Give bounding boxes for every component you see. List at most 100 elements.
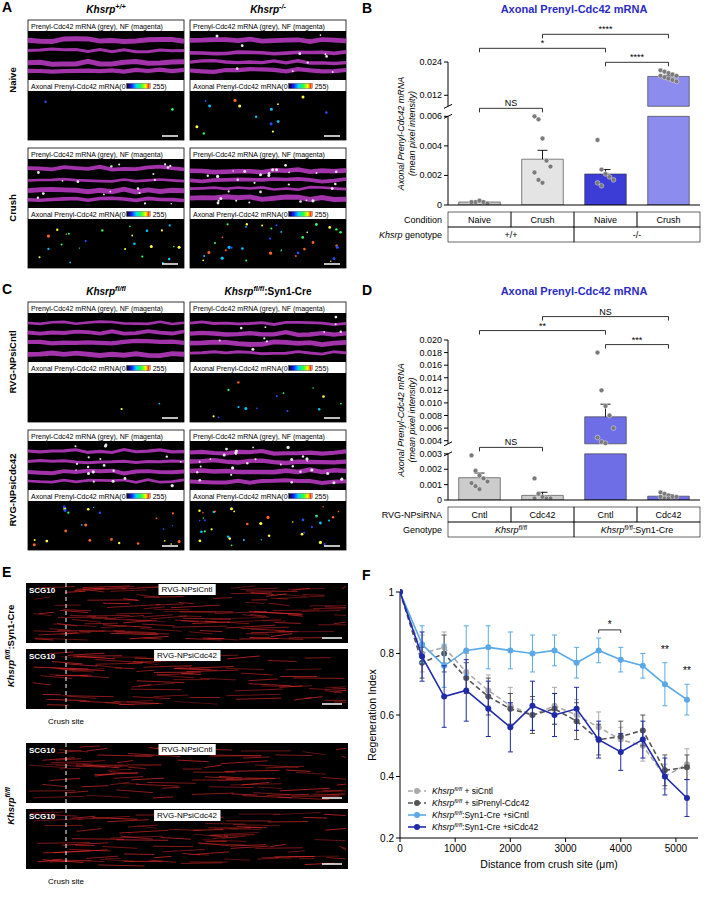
puncta — [200, 530, 203, 533]
puncta — [248, 202, 250, 204]
puncta — [290, 458, 293, 461]
axon — [142, 624, 174, 626]
panel-letter: D — [362, 282, 372, 298]
puncta — [246, 223, 248, 225]
axon — [51, 668, 75, 670]
scale-bar — [324, 417, 340, 419]
puncta — [336, 246, 339, 249]
bar-chart: DAxonal Prenyl-Cdc42 mRNA00.0010.0020.00… — [362, 282, 700, 537]
text-part: ** — [539, 321, 547, 331]
axon — [206, 841, 227, 842]
line-chart: F0.20.40.60.81010002000300040005000Regen… — [362, 567, 698, 870]
axes — [400, 592, 698, 838]
tick — [675, 838, 676, 842]
tick — [396, 653, 400, 654]
puncta — [109, 191, 111, 193]
error-bar — [508, 632, 513, 669]
legend-marker — [414, 800, 420, 806]
significance: * — [608, 619, 612, 630]
image-label: Axonal Prenyl-Cdc42 mRNA(0 — [193, 493, 288, 501]
axon — [291, 796, 339, 797]
image-label: 255) — [315, 83, 329, 91]
error-bar — [538, 150, 548, 159]
axon — [68, 653, 105, 655]
marker — [662, 774, 668, 780]
error-bar — [552, 635, 557, 666]
scale-bar — [324, 263, 340, 265]
marker — [640, 663, 646, 669]
axon — [213, 836, 246, 838]
axon — [277, 594, 307, 596]
puncta — [219, 340, 221, 342]
puncta — [292, 70, 294, 72]
puncta — [259, 522, 262, 525]
image-label: Prenyl-Cdc42 mRNA (grey), NF (magenta) — [193, 23, 325, 31]
tick-label: 0.002 — [419, 464, 442, 474]
puncta — [217, 202, 220, 205]
axon — [179, 602, 194, 603]
axon — [95, 774, 115, 776]
puncta — [88, 539, 91, 542]
axon — [288, 588, 325, 590]
label-ground — [154, 810, 220, 821]
scale-bar — [162, 545, 178, 547]
fiber — [190, 197, 346, 200]
label-ground — [159, 584, 216, 595]
error-bar — [530, 681, 535, 730]
data-point — [595, 138, 600, 143]
axon — [305, 657, 331, 659]
crush-line — [66, 809, 67, 869]
puncta — [92, 470, 95, 473]
axon — [262, 620, 286, 622]
column-head: Khsrp-/- — [250, 2, 286, 15]
data-point — [469, 453, 474, 458]
legend-label: Khsrpfl/fl + siCntl — [432, 785, 493, 796]
puncta — [303, 532, 305, 534]
text-part: 0.016 — [419, 360, 442, 370]
puncta — [161, 229, 163, 231]
puncta — [62, 180, 64, 182]
axon — [227, 656, 260, 659]
text-part: Axonal Prenyl-Cdc42 mRNA(0 — [193, 83, 288, 91]
puncta — [124, 248, 126, 250]
text-part: Prenyl-Cdc42 mRNA (grey), NF (magenta) — [193, 151, 325, 159]
scale-bar — [162, 263, 178, 265]
axon — [156, 604, 184, 605]
text-part: Khsrp — [432, 822, 454, 832]
error-bar — [486, 681, 491, 736]
text-part: Prenyl-Cdc42 mRNA (grey), NF (magenta) — [31, 305, 163, 313]
significance: **** — [630, 52, 645, 62]
puncta — [237, 406, 239, 408]
row-label: RVG-NPsiCdc42 — [157, 651, 217, 660]
puncta — [241, 44, 244, 47]
puncta — [110, 538, 113, 541]
significance: ** — [661, 644, 669, 655]
axon — [230, 784, 281, 785]
panel-letter: C — [2, 281, 12, 297]
category-label: Cdc42 — [655, 510, 681, 520]
axon — [245, 827, 262, 829]
puncta — [163, 528, 165, 530]
puncta — [307, 61, 309, 63]
puncta — [306, 199, 308, 201]
puncta — [39, 256, 41, 258]
puncta — [335, 323, 337, 325]
tick-label: 0.4 — [380, 771, 394, 782]
axon — [132, 685, 152, 688]
micrograph — [28, 373, 184, 422]
fiber — [190, 322, 346, 325]
axon — [56, 765, 106, 767]
significance: NS — [505, 437, 518, 447]
group-label: -/- — [633, 230, 642, 240]
text-part: Prenyl-Cdc42 mRNA (grey), NF (magenta) — [31, 23, 163, 31]
puncta — [266, 516, 269, 519]
axon — [105, 858, 121, 859]
tick-label: 0.020 — [419, 335, 442, 345]
fiber — [28, 39, 184, 42]
data-point — [536, 177, 541, 182]
puncta — [87, 508, 90, 511]
axon — [313, 608, 346, 610]
puncta — [335, 316, 338, 319]
text-part: +/+ — [115, 2, 126, 11]
puncta — [178, 540, 181, 543]
